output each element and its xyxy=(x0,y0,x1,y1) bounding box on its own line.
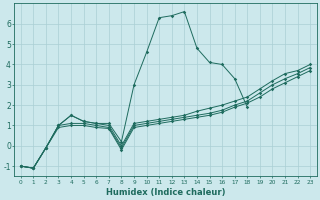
X-axis label: Humidex (Indice chaleur): Humidex (Indice chaleur) xyxy=(106,188,225,197)
